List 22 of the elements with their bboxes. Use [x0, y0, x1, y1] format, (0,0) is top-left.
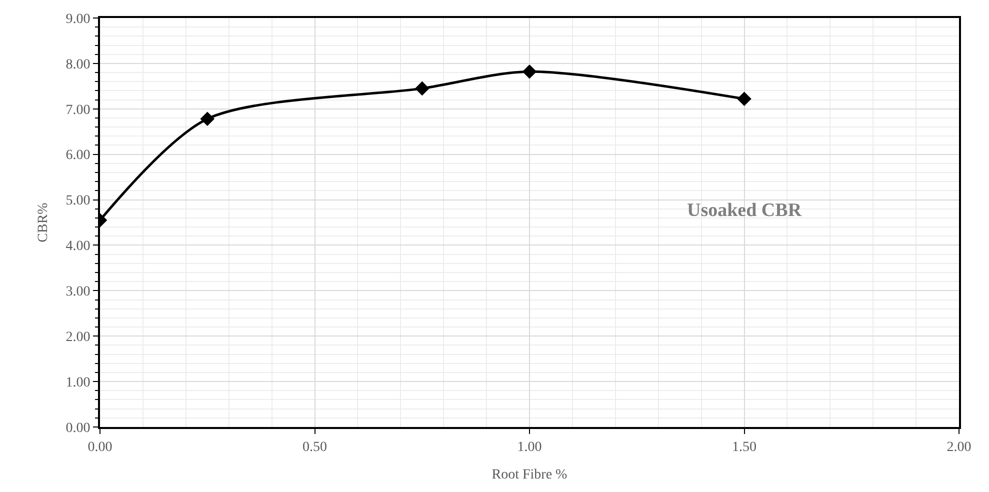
- y-tick-label: 0.00: [66, 420, 90, 436]
- x-tick-label: 1.00: [517, 440, 542, 455]
- y-tick-label: 5.00: [66, 194, 90, 209]
- y-tick-label: 2.00: [66, 330, 90, 346]
- y-tick-label: 6.00: [66, 148, 90, 164]
- y-axis-title: CBR%: [36, 202, 51, 242]
- point: [737, 92, 752, 106]
- x-tick-label: 2.00: [946, 440, 972, 455]
- y-tick-label: 3.00: [66, 284, 90, 300]
- point: [414, 81, 430, 96]
- x-tick-label: 1.50: [732, 440, 756, 455]
- text: Usoaked CBR: [687, 200, 802, 221]
- point: [522, 64, 537, 79]
- y-tick-label: 7.00: [66, 102, 90, 118]
- y-tick-label: 8.00: [66, 57, 90, 72]
- y-tick-label: 4.00: [66, 239, 90, 254]
- x-tick-label: 0.00: [88, 440, 112, 455]
- point: [200, 112, 215, 126]
- y-tick-label: 1.00: [66, 375, 90, 390]
- x-axis-title: Root Fibre %: [492, 468, 568, 483]
- x-tick-label: 0.50: [302, 440, 327, 455]
- y-tick-label: 9.00: [66, 12, 90, 27]
